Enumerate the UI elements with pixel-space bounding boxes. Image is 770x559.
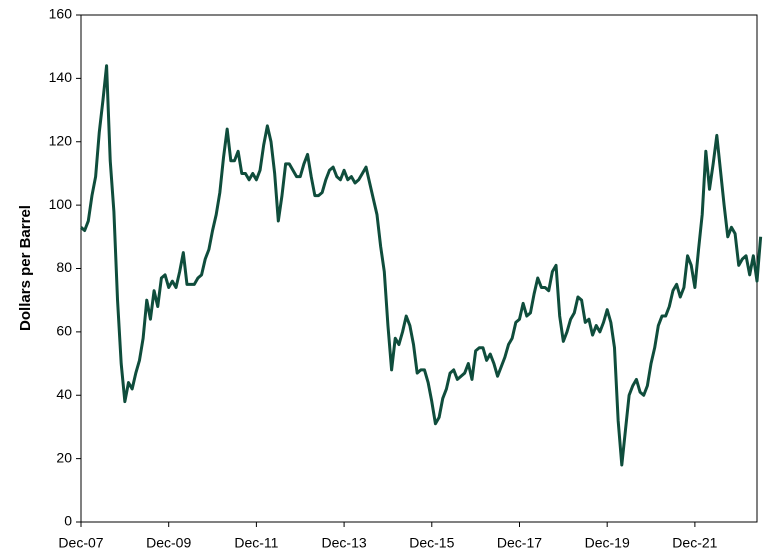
- x-tick-label: Dec-15: [409, 535, 454, 551]
- x-tick-label: Dec-09: [146, 535, 191, 551]
- plot-frame: [80, 14, 758, 523]
- y-tick-label: 120: [49, 132, 73, 148]
- y-tick-label: 20: [56, 449, 72, 465]
- x-tick-label: Dec-13: [322, 535, 367, 551]
- y-tick-label: 140: [49, 69, 73, 85]
- y-tick-label: 100: [49, 196, 73, 212]
- y-tick-label: 60: [56, 323, 72, 339]
- y-tick-label: 80: [56, 259, 72, 275]
- x-tick-label: Dec-17: [497, 535, 542, 551]
- y-tick-label: 40: [56, 386, 72, 402]
- y-axis-label: Dollars per Barrel: [17, 205, 34, 331]
- price-line: [80, 64, 763, 467]
- x-tick-label: Dec-19: [585, 535, 630, 551]
- y-tick-label: 160: [49, 6, 73, 22]
- x-tick-label: Dec-21: [672, 535, 717, 551]
- y-tick-label: 0: [64, 513, 72, 529]
- x-tick-label: Dec-07: [58, 535, 103, 551]
- x-tick-label: Dec-11: [234, 535, 278, 551]
